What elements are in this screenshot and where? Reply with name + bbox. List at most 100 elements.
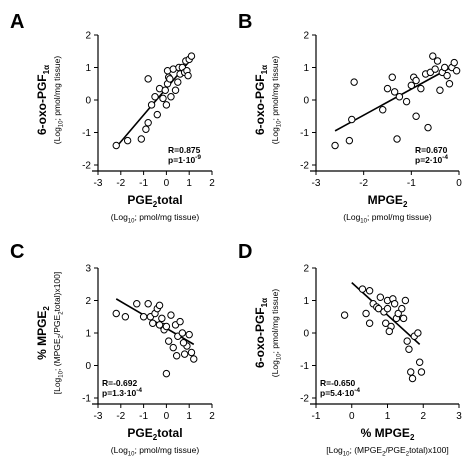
data-point xyxy=(172,352,181,360)
y-tick-label: 2 xyxy=(85,31,91,42)
data-point xyxy=(374,304,383,313)
x-axis-label: PGE2total xyxy=(127,193,182,209)
x-tick-label: -1 xyxy=(139,411,148,422)
data-point xyxy=(412,112,420,120)
data-point xyxy=(176,317,184,326)
data-point xyxy=(162,369,171,378)
x-axis-unit: (Log10; pmol/mg tissue) xyxy=(111,445,200,458)
x-axis-unit: (Log10; pmol/mg tissue) xyxy=(111,212,200,225)
data-point xyxy=(345,136,354,145)
data-point xyxy=(144,119,152,127)
data-point xyxy=(450,58,458,67)
data-point xyxy=(390,88,399,96)
stat-p: p=5.4·10-4 xyxy=(320,387,360,398)
data-point xyxy=(187,348,196,357)
x-tick-label: 2 xyxy=(420,411,426,422)
data-point xyxy=(112,141,120,150)
data-point xyxy=(382,319,390,327)
y-tick-label: 0 xyxy=(85,96,91,107)
data-point xyxy=(407,81,416,90)
x-tick-label: -1 xyxy=(312,411,321,422)
data-point xyxy=(178,329,187,337)
stat-r: R=0.875 xyxy=(168,145,201,155)
y-tick-label: 3 xyxy=(85,264,91,275)
data-point xyxy=(112,309,120,318)
y-axis-label: 6-oxo-PGF1α xyxy=(253,65,269,135)
x-tick-label: 0 xyxy=(456,178,462,189)
y-axis-unit: (Log10; pmol/mg tissue) xyxy=(52,56,65,145)
data-point xyxy=(169,343,177,352)
y-axis-unit: (Log10; pmol/mg tissue) xyxy=(270,289,283,378)
x-tick-label: -2 xyxy=(359,178,368,189)
data-point xyxy=(401,296,410,305)
y-tick-label: -2 xyxy=(300,394,309,405)
x-tick-label: 1 xyxy=(385,411,391,422)
y-tick-label: 1 xyxy=(85,329,91,340)
y-tick-label: -1 xyxy=(82,394,91,405)
data-point xyxy=(424,123,432,132)
x-tick-label: 2 xyxy=(209,178,215,189)
y-tick-label: 0 xyxy=(303,329,309,340)
data-point xyxy=(149,319,157,327)
data-point xyxy=(443,71,451,80)
data-point xyxy=(167,93,175,101)
y-axis-label: 6-oxo-PGF1α xyxy=(35,65,51,135)
data-point xyxy=(144,75,152,83)
data-point xyxy=(383,304,392,313)
data-point xyxy=(399,314,408,323)
data-point xyxy=(185,330,193,339)
y-tick-label: -1 xyxy=(300,128,309,139)
y-tick-label: 2 xyxy=(303,264,309,275)
y-tick-label: -1 xyxy=(82,128,91,139)
y-tick-label: 2 xyxy=(85,296,91,307)
data-point xyxy=(158,314,166,323)
x-tick-label: -1 xyxy=(139,178,148,189)
data-point xyxy=(402,97,411,106)
data-point xyxy=(398,304,406,313)
x-axis-unit: (Log10; pmol/mg tissue) xyxy=(343,212,432,225)
data-point xyxy=(350,78,358,86)
data-point xyxy=(365,287,374,295)
data-point xyxy=(180,350,189,358)
data-point xyxy=(379,106,387,114)
data-point xyxy=(121,313,130,321)
data-point xyxy=(358,285,367,293)
data-point xyxy=(184,71,192,80)
data-point xyxy=(403,337,411,345)
data-point xyxy=(179,339,188,347)
data-point xyxy=(348,115,356,124)
data-point xyxy=(388,73,396,81)
data-point xyxy=(161,86,169,94)
x-axis-label: % MPGE2 xyxy=(361,426,415,442)
y-tick-label: 1 xyxy=(85,63,91,74)
x-tick-label: -3 xyxy=(94,411,103,422)
data-point xyxy=(436,86,444,94)
x-tick-label: -2 xyxy=(116,411,125,422)
data-point xyxy=(162,101,171,109)
data-point xyxy=(408,374,417,383)
y-tick-label: 0 xyxy=(303,96,309,107)
x-tick-label: -3 xyxy=(94,178,103,189)
data-point xyxy=(383,84,392,93)
x-tick-label: -2 xyxy=(116,178,125,189)
data-point xyxy=(167,311,175,319)
data-point xyxy=(123,136,132,145)
y-axis-unit: [Log10; (MPGE2/PGE2total)x100] xyxy=(52,272,65,395)
data-point xyxy=(331,141,339,150)
x-tick-label: -3 xyxy=(312,178,321,189)
data-point xyxy=(376,293,385,301)
data-point xyxy=(365,319,374,327)
data-point xyxy=(144,300,152,308)
data-point xyxy=(415,358,424,366)
data-point xyxy=(171,86,180,94)
data-point xyxy=(414,329,422,337)
data-point xyxy=(417,368,426,376)
data-point xyxy=(385,327,393,336)
data-point xyxy=(429,52,437,60)
panel-letter: A xyxy=(10,11,24,33)
data-point xyxy=(445,80,454,88)
data-point xyxy=(155,321,164,329)
